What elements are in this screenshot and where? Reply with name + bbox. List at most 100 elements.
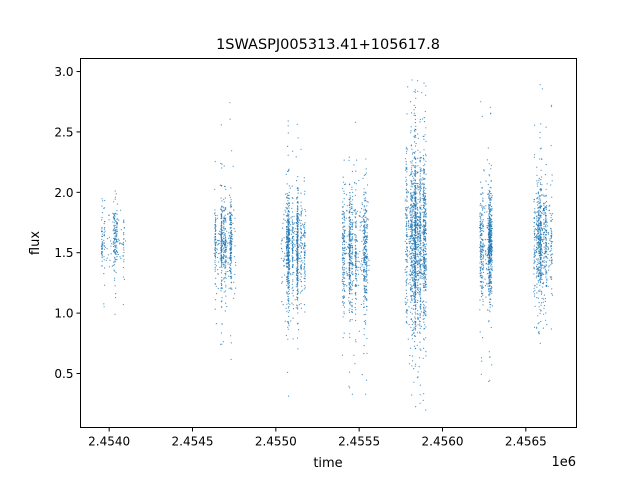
data-point — [221, 217, 223, 219]
data-point — [405, 169, 407, 171]
data-point — [235, 264, 237, 266]
data-point — [423, 191, 425, 193]
data-point — [416, 261, 418, 263]
data-point — [295, 228, 297, 230]
data-point — [304, 208, 306, 211]
data-point — [366, 253, 368, 255]
data-point — [220, 214, 222, 217]
data-point — [363, 345, 365, 347]
data-point — [287, 279, 289, 281]
data-point — [489, 228, 491, 230]
data-point — [415, 165, 417, 167]
data-point — [288, 226, 290, 228]
data-point — [349, 228, 351, 230]
data-point — [218, 261, 220, 263]
data-point — [112, 237, 115, 239]
data-point — [422, 155, 424, 157]
data-point — [287, 197, 289, 199]
data-point — [491, 305, 494, 307]
data-point — [479, 212, 481, 214]
data-point — [488, 289, 490, 291]
data-point — [418, 291, 420, 293]
data-point — [119, 256, 121, 258]
data-point — [221, 259, 223, 261]
data-point — [348, 247, 350, 249]
data-point — [289, 260, 291, 262]
data-point — [113, 217, 115, 219]
data-point — [422, 195, 424, 197]
data-point — [424, 195, 427, 197]
data-point — [422, 399, 424, 401]
data-point — [488, 191, 490, 193]
data-point — [354, 303, 356, 305]
data-point — [405, 188, 407, 190]
data-point — [408, 220, 410, 222]
data-point — [342, 253, 344, 256]
data-point — [368, 260, 370, 262]
data-point — [351, 293, 353, 295]
data-point — [413, 277, 415, 279]
data-point — [489, 199, 491, 201]
data-point — [366, 228, 368, 230]
data-point — [224, 186, 226, 188]
data-point — [419, 394, 421, 396]
data-point — [297, 187, 299, 190]
data-point — [215, 242, 217, 244]
data-point — [485, 252, 487, 254]
data-point — [479, 217, 481, 219]
data-point — [423, 238, 425, 240]
data-point — [348, 269, 350, 271]
data-point — [101, 238, 103, 240]
data-point — [415, 151, 417, 153]
data-point — [411, 238, 413, 240]
data-point — [116, 232, 118, 234]
data-point — [421, 277, 423, 279]
data-point — [414, 197, 416, 199]
data-point — [490, 168, 492, 170]
data-point — [223, 216, 225, 218]
data-point — [341, 257, 344, 259]
data-point — [220, 124, 222, 126]
data-point — [230, 281, 232, 283]
data-point — [343, 237, 345, 240]
data-point — [214, 213, 216, 215]
data-point — [422, 265, 424, 267]
data-point — [223, 241, 225, 243]
data-point — [289, 233, 291, 235]
data-point — [364, 270, 366, 273]
data-point — [417, 186, 419, 188]
data-point — [485, 180, 487, 182]
data-point — [343, 286, 345, 288]
data-point — [423, 214, 425, 216]
data-point — [364, 213, 366, 215]
data-point — [489, 214, 491, 216]
data-point — [404, 271, 406, 273]
data-point — [481, 281, 483, 283]
data-point — [487, 234, 489, 236]
data-point — [414, 206, 416, 208]
data-point — [364, 174, 366, 176]
data-point — [300, 211, 302, 213]
data-point — [489, 200, 491, 202]
data-point — [296, 278, 298, 280]
data-point — [350, 231, 352, 233]
data-point — [224, 218, 227, 220]
data-point — [479, 231, 481, 233]
data-point — [101, 245, 103, 247]
data-point — [287, 220, 289, 222]
data-point — [300, 245, 302, 247]
data-point — [406, 259, 408, 261]
data-point — [405, 161, 407, 163]
data-point — [425, 192, 427, 195]
data-point — [485, 250, 487, 252]
data-point — [292, 289, 294, 291]
data-point — [355, 269, 357, 271]
data-point — [489, 379, 491, 381]
data-point — [295, 253, 297, 255]
data-point — [114, 198, 116, 200]
data-point — [366, 239, 368, 241]
data-point — [417, 202, 419, 204]
data-point — [479, 250, 481, 252]
data-point — [229, 239, 231, 241]
data-point — [214, 160, 216, 163]
